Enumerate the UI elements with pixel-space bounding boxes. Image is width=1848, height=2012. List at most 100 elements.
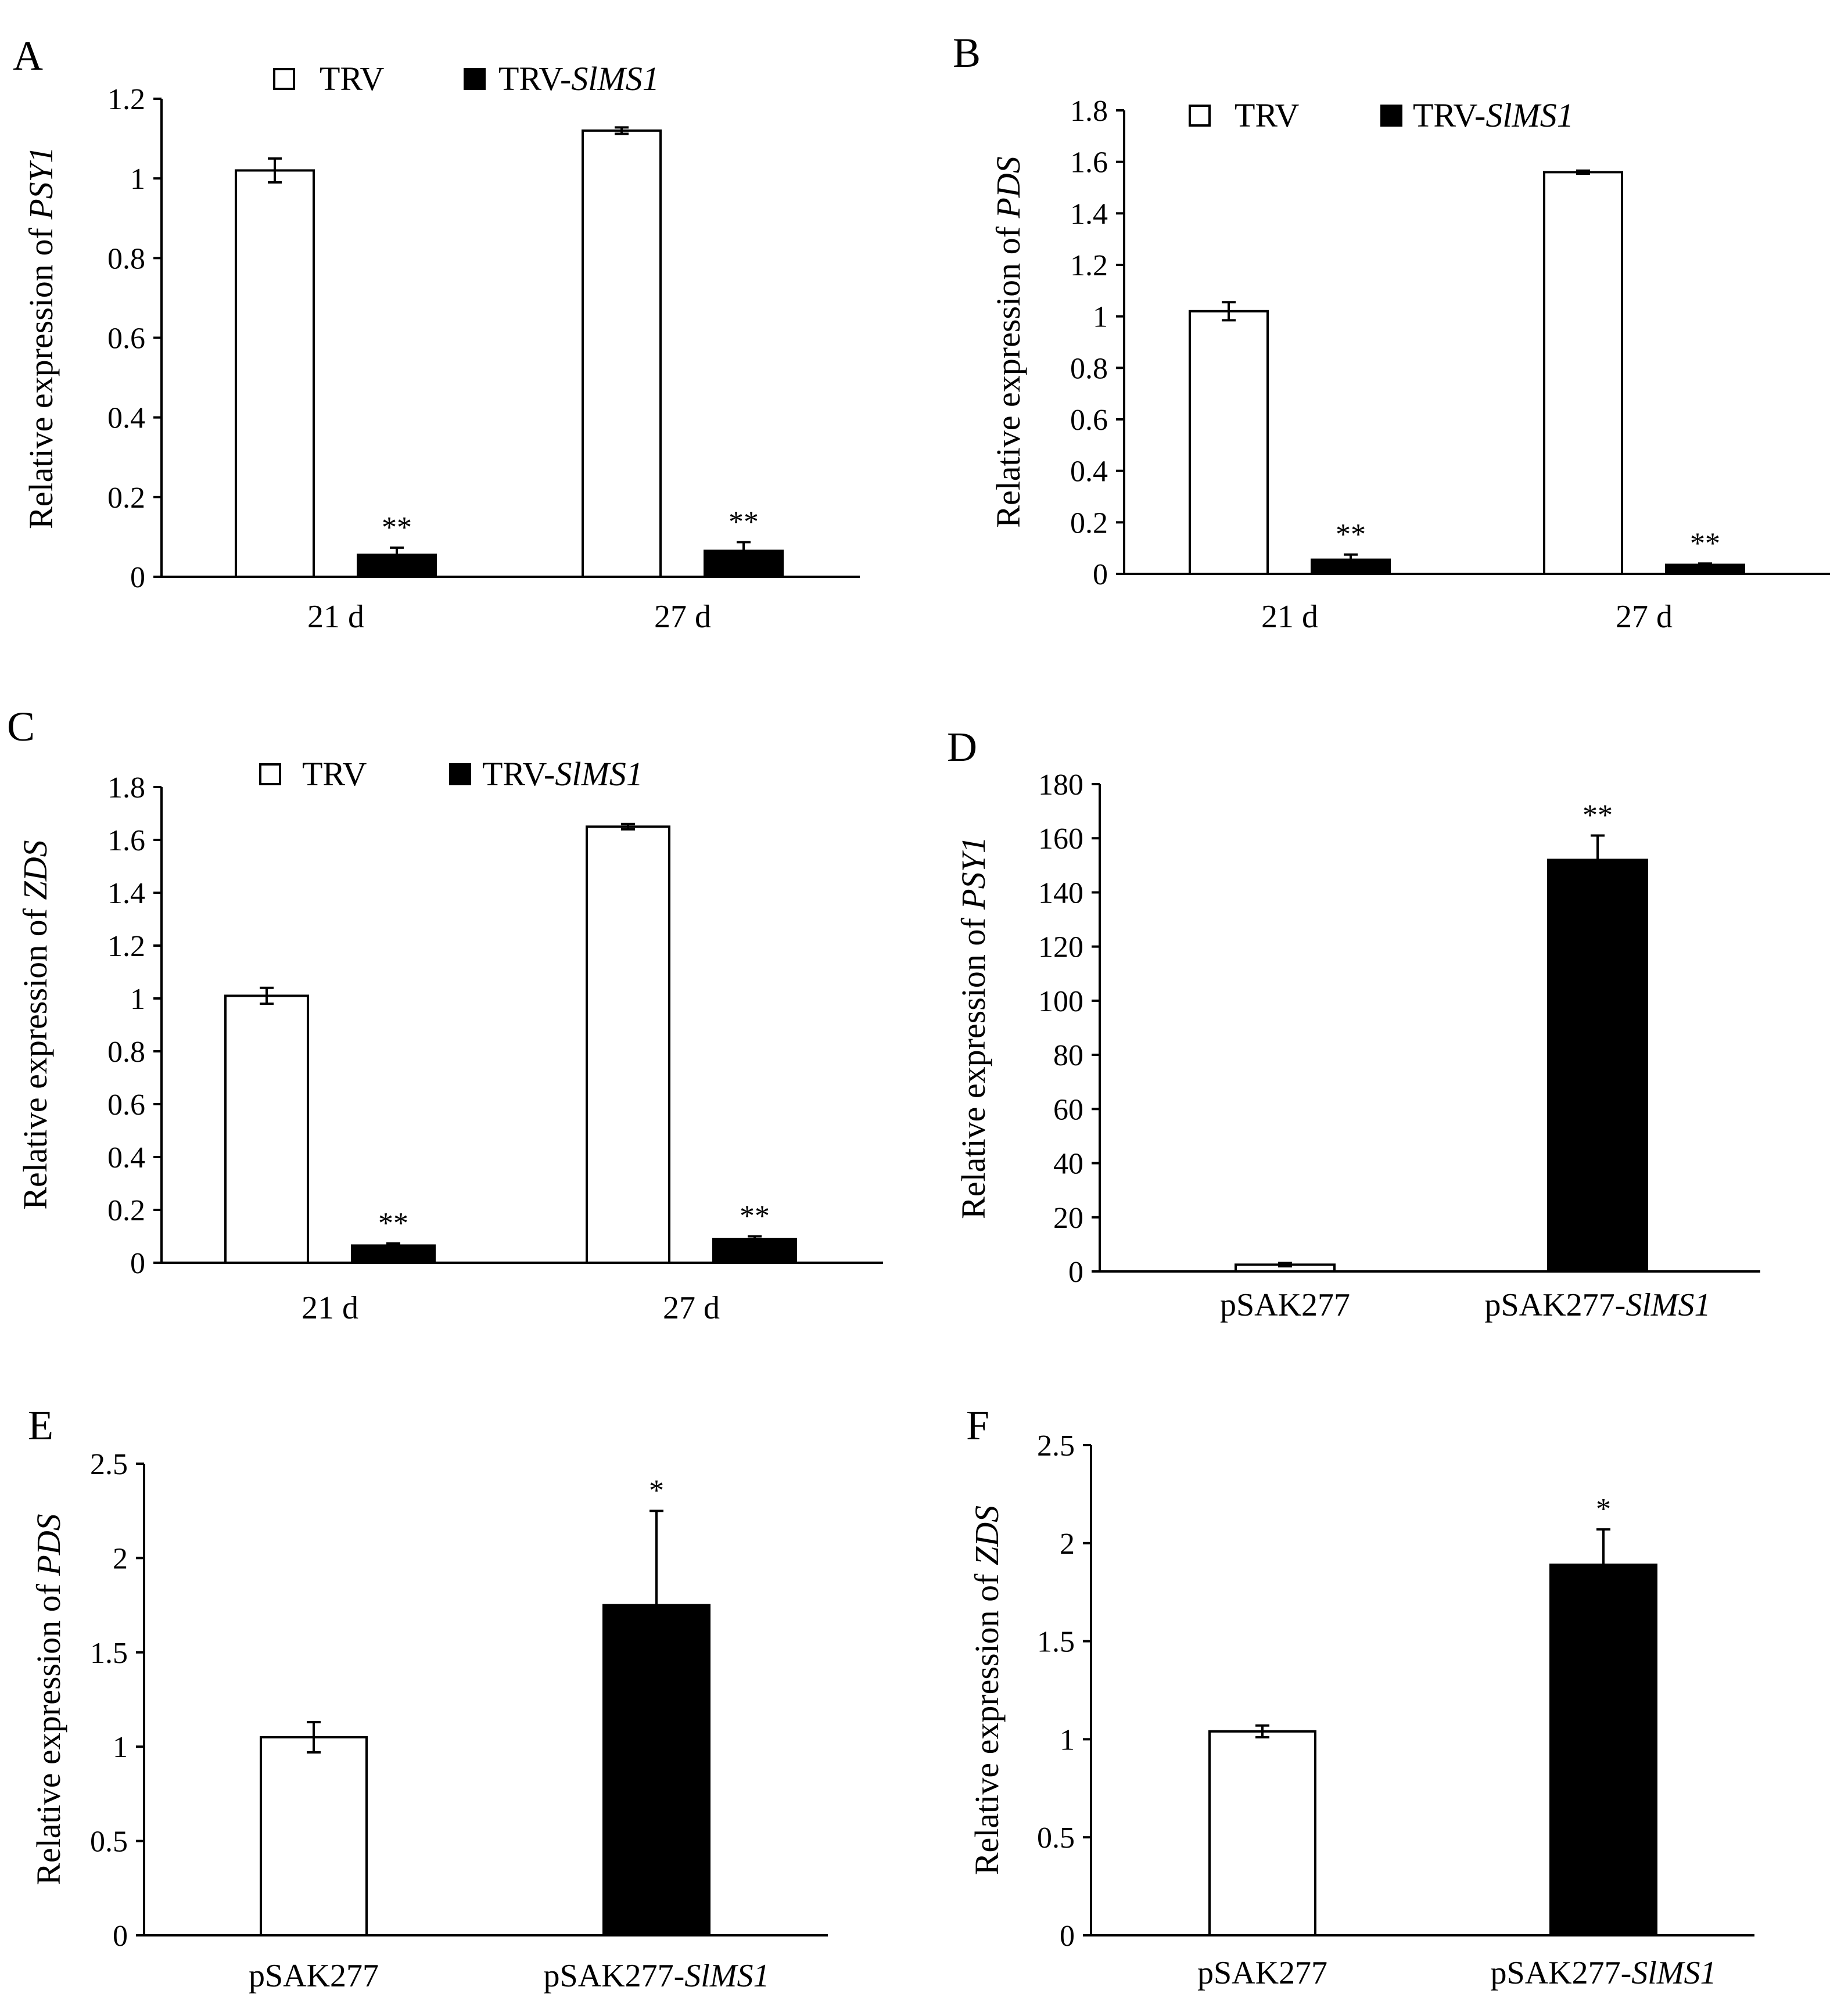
y-tick-label: 1.8 xyxy=(107,771,145,804)
x-category-label-text: 21 d xyxy=(307,599,364,635)
y-axis-label: Relative expression of ZDS xyxy=(16,840,54,1209)
y-tick-label: 1 xyxy=(113,1731,128,1764)
y-tick-label: 0.5 xyxy=(90,1826,128,1859)
y-tick-label: 0 xyxy=(1093,558,1108,591)
legend-label-italic: SlMS1 xyxy=(1485,96,1573,134)
x-category-label: 21 d xyxy=(307,599,364,635)
chart-panel-d: D 0 20 40 60 80 100 120 140 160 180 Relative expres… xyxy=(947,724,1760,1323)
panel-letter: A xyxy=(13,33,43,79)
y-tick-label: 40 xyxy=(1053,1148,1083,1181)
significance-label: ** xyxy=(1583,799,1613,832)
legend-swatch xyxy=(1189,105,1211,127)
y-tick-label: 1 xyxy=(130,163,145,196)
significance-label: ** xyxy=(729,505,759,538)
significance-label: ** xyxy=(378,1207,408,1240)
y-tick-label: 1.6 xyxy=(107,824,145,857)
y-tick-label: 0.6 xyxy=(107,322,145,355)
bar xyxy=(235,169,315,578)
bar xyxy=(224,994,309,1264)
y-tick-label: 60 xyxy=(1053,1093,1083,1126)
legend-label-italic: SlMS1 xyxy=(555,755,643,793)
y-tick-label: 2 xyxy=(113,1542,128,1575)
x-category-label: 21 d xyxy=(1261,599,1318,635)
y-tick-label: 0.2 xyxy=(107,482,145,515)
y-tick-label: 0 xyxy=(1060,1920,1075,1953)
x-category-label: pSAK277-SlMS1 xyxy=(544,1958,770,1994)
legend-swatch xyxy=(464,68,486,90)
y-tick-label: 2.5 xyxy=(90,1448,128,1481)
y-tick-label: 0.4 xyxy=(107,1141,145,1174)
y-axis-label-gene: PDS xyxy=(989,156,1027,218)
significance-label: ** xyxy=(1690,527,1720,560)
bar xyxy=(1547,858,1648,1273)
x-category-label: 27 d xyxy=(663,1290,720,1326)
y-axis-label-gene: ZDS xyxy=(16,840,54,900)
x-category-label-text: 27 d xyxy=(663,1290,720,1326)
y-tick-label: 0 xyxy=(1068,1256,1083,1289)
x-category-label-text: pSAK277 xyxy=(1220,1287,1350,1323)
y-tick-label: 1 xyxy=(130,983,145,1016)
x-category-label-text: 27 d xyxy=(1616,599,1673,635)
x-category-label: pSAK277-SlMS1 xyxy=(1491,1955,1717,1991)
y-tick-label: 120 xyxy=(1038,931,1083,964)
legend-label-text: TRV- xyxy=(482,755,555,793)
legend-label: TRV-SlMS1 xyxy=(498,60,659,98)
bar xyxy=(582,129,662,579)
bar xyxy=(260,1736,368,1936)
legend-label-text: TRV- xyxy=(1413,96,1485,134)
panel-letter: B xyxy=(953,30,981,76)
y-tick-label: 1.2 xyxy=(107,83,145,116)
y-tick-label: 1.5 xyxy=(1037,1626,1075,1659)
y-axis-label: Relative expression of ZDS xyxy=(968,1506,1006,1875)
bar xyxy=(1543,171,1623,575)
y-axis-label: Relative expression of PDS xyxy=(989,156,1027,527)
y-tick-label: 1.4 xyxy=(107,877,145,910)
y-tick-label: 2.5 xyxy=(1037,1429,1075,1463)
legend-label: TRV-SlMS1 xyxy=(482,755,643,793)
legend-label-text: TRV- xyxy=(498,60,571,98)
x-category-label: pSAK277-SlMS1 xyxy=(1485,1287,1711,1323)
y-tick-label: 1.6 xyxy=(1070,146,1108,179)
y-tick-label: 180 xyxy=(1038,768,1083,802)
y-tick-label: 0.6 xyxy=(107,1088,145,1122)
y-axis-label-text: Relative expression of xyxy=(968,1565,1006,1875)
chart-panel-a: A 0 0.2 0.4 0.6 0.8 1 1.2 Relative expression of… xyxy=(13,33,860,635)
x-category-label: pSAK277 xyxy=(1197,1955,1327,1991)
y-axis-label: Relative expression of PSY1 xyxy=(954,836,992,1219)
y-tick-label: 0.8 xyxy=(107,242,145,275)
bar xyxy=(1665,563,1745,576)
legend-label-text: TRV xyxy=(302,755,367,793)
x-category-label: pSAK277 xyxy=(1220,1287,1350,1323)
legend-label-text: TRV xyxy=(320,60,384,98)
y-tick-label: 1.2 xyxy=(107,930,145,963)
legend-swatch xyxy=(259,763,281,785)
bar xyxy=(704,549,784,579)
chart-panel-e: E 0 0.5 1 1.5 2 2.5 Relative expression of PDS *… xyxy=(28,1402,828,1994)
y-tick-label: 1.2 xyxy=(1070,249,1108,282)
y-tick-label: 2 xyxy=(1060,1528,1075,1561)
y-tick-label: 0.5 xyxy=(1037,1821,1075,1855)
chart-panel-f: F 0 0.5 1 1.5 2 2.5 Relative expression of ZDS *… xyxy=(966,1402,1754,1991)
chart-panel-c: C 0 0.2 0.4 0.6 0.8 1 1.2 1.4 1.6 1.8 Relative expr… xyxy=(7,703,883,1326)
y-tick-label: 0.6 xyxy=(1070,404,1108,437)
panel-letter: F xyxy=(966,1402,989,1449)
x-category-label-italic: SlMS1 xyxy=(684,1958,769,1994)
panel-letter: E xyxy=(28,1402,53,1449)
bar xyxy=(1549,1563,1657,1937)
y-tick-label: 0 xyxy=(113,1920,128,1953)
y-tick-label: 0.2 xyxy=(107,1194,145,1227)
y-axis-label-gene: PSY1 xyxy=(954,836,992,910)
x-category-label-text: pSAK277- xyxy=(544,1958,685,1994)
legend-label: TRV-SlMS1 xyxy=(1413,96,1574,134)
x-category-label-text: 27 d xyxy=(654,599,711,635)
y-axis-label-text: Relative expression of xyxy=(954,910,992,1219)
y-axis-label-gene: PSY1 xyxy=(22,146,60,220)
y-tick-label: 1.5 xyxy=(90,1637,128,1670)
x-category-label-text: 21 d xyxy=(1261,599,1318,635)
legend-label: TRV xyxy=(320,60,384,98)
significance-label: * xyxy=(1596,1493,1611,1526)
significance-label: ** xyxy=(382,511,412,544)
y-axis-label-text: Relative expression of xyxy=(16,900,54,1210)
x-category-label-text: pSAK277- xyxy=(1485,1287,1626,1323)
